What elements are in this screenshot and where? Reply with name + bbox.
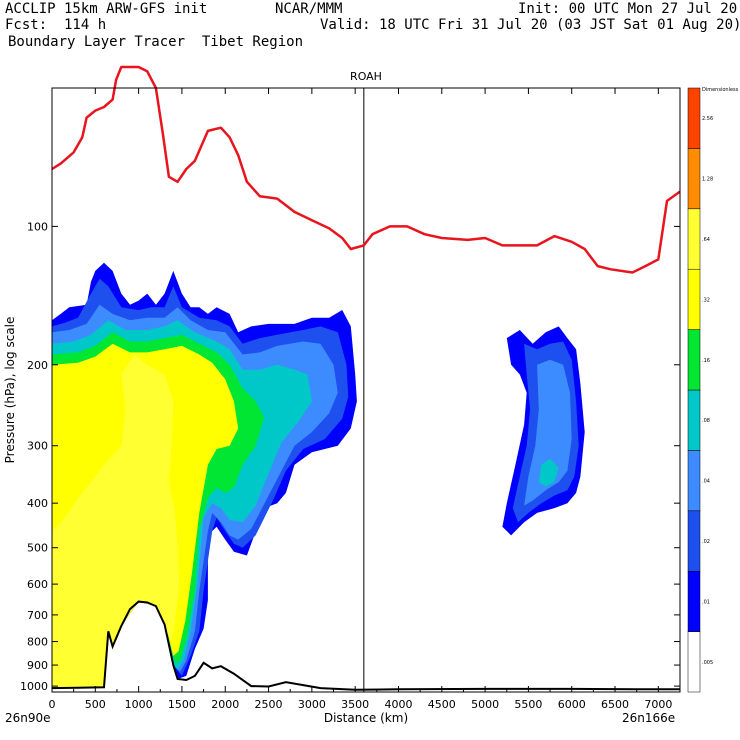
colorbar-level-label: .32 xyxy=(702,297,710,303)
y-tick-label: 700 xyxy=(27,609,48,622)
colorbar-title: Dimensionless xyxy=(702,87,739,93)
x-tick-label: 2500 xyxy=(255,698,283,711)
y-tick-label: 300 xyxy=(27,440,48,453)
x-tick-label: 3000 xyxy=(298,698,326,711)
x-tick-label: 0 xyxy=(49,698,56,711)
x-axis-label: Distance (km) xyxy=(324,711,408,725)
x-start-label: 26n90e xyxy=(5,711,51,725)
colorbar-level-label: .08 xyxy=(702,418,710,424)
x-tick-label: 5000 xyxy=(471,698,499,711)
colorbar-swatch xyxy=(687,208,701,270)
terrain-line xyxy=(51,600,680,691)
colorbar-level-label: .02 xyxy=(702,539,710,545)
colorbar-swatch xyxy=(687,570,701,632)
colorbar-swatch xyxy=(687,389,701,451)
y-tick-label: 1000 xyxy=(20,680,48,693)
init-time: Init: 00 UTC Mon 27 Jul 20 xyxy=(518,1,738,17)
colorbar-level-label: .64 xyxy=(702,237,710,243)
colorbar-swatch xyxy=(687,450,701,512)
chart-title: ROAH xyxy=(350,70,382,83)
colorbar: .005 .01 .02 .04 .08 .16 .32 .64 1.28 2.56 Dimensi… xyxy=(687,87,739,693)
chart-lines xyxy=(51,65,681,692)
colorbar-level-label: .01 xyxy=(702,599,710,605)
y-tick-label: 900 xyxy=(27,659,48,672)
tracer-plume-region xyxy=(538,458,559,487)
colorbar-level-label: .005 xyxy=(702,660,713,666)
colorbar-level-label: 1.28 xyxy=(702,177,713,183)
y-axis-label: Pressure (hPa), log scale xyxy=(3,317,17,464)
x-tick-label: 1000 xyxy=(125,698,153,711)
y-tick-label: 100 xyxy=(27,220,48,233)
plot-frame xyxy=(51,87,681,693)
source-label: NCAR/MMM xyxy=(275,1,343,17)
x-tick-label: 4500 xyxy=(428,698,456,711)
y-tick-label: 400 xyxy=(27,497,48,510)
tracer-fills xyxy=(52,262,585,689)
y-tick-label: 200 xyxy=(27,359,48,372)
forecast-hour: Fcst: 114 h xyxy=(5,17,107,33)
tropopause-line xyxy=(51,65,681,274)
x-tick-label: 4000 xyxy=(384,698,412,711)
y-tick-label: 800 xyxy=(27,636,48,649)
x-tick-label: 2000 xyxy=(211,698,239,711)
colorbar-swatch xyxy=(687,631,701,693)
x-tick-label: 6500 xyxy=(601,698,629,711)
colorbar-level-label: .04 xyxy=(702,479,710,485)
colorbar-swatch xyxy=(687,268,701,330)
x-tick-label: 1500 xyxy=(168,698,196,711)
colorbar-swatch xyxy=(687,148,701,210)
model-title: ACCLIP 15km ARW-GFS init xyxy=(5,1,208,17)
x-tick-label: 5500 xyxy=(514,698,542,711)
x-tick-label: 3500 xyxy=(341,698,369,711)
colorbar-level-label: .16 xyxy=(702,358,710,364)
y-tick-label: 600 xyxy=(27,578,48,591)
axes: 0 500 1000 1500 2000 2500 3000 3500 4000 4500 5000… xyxy=(20,88,680,711)
colorbar-swatch xyxy=(687,87,701,149)
field-description: Boundary Layer Tracer Tibet Region xyxy=(8,34,304,50)
y-tick-label: 500 xyxy=(27,542,48,555)
x-tick-label: 500 xyxy=(85,698,106,711)
tracer-region xyxy=(52,354,180,688)
tracer-plume-region xyxy=(524,359,572,506)
x-tick-label: 6000 xyxy=(558,698,586,711)
valid-time: Valid: 18 UTC Fri 31 Jul 20 (03 JST Sat … xyxy=(320,17,740,33)
colorbar-swatch xyxy=(687,329,701,391)
colorbar-swatch xyxy=(687,510,701,572)
x-tick-label: 7000 xyxy=(644,698,672,711)
colorbar-level-label: 2.56 xyxy=(702,116,713,122)
x-end-label: 26n166e xyxy=(622,711,675,725)
